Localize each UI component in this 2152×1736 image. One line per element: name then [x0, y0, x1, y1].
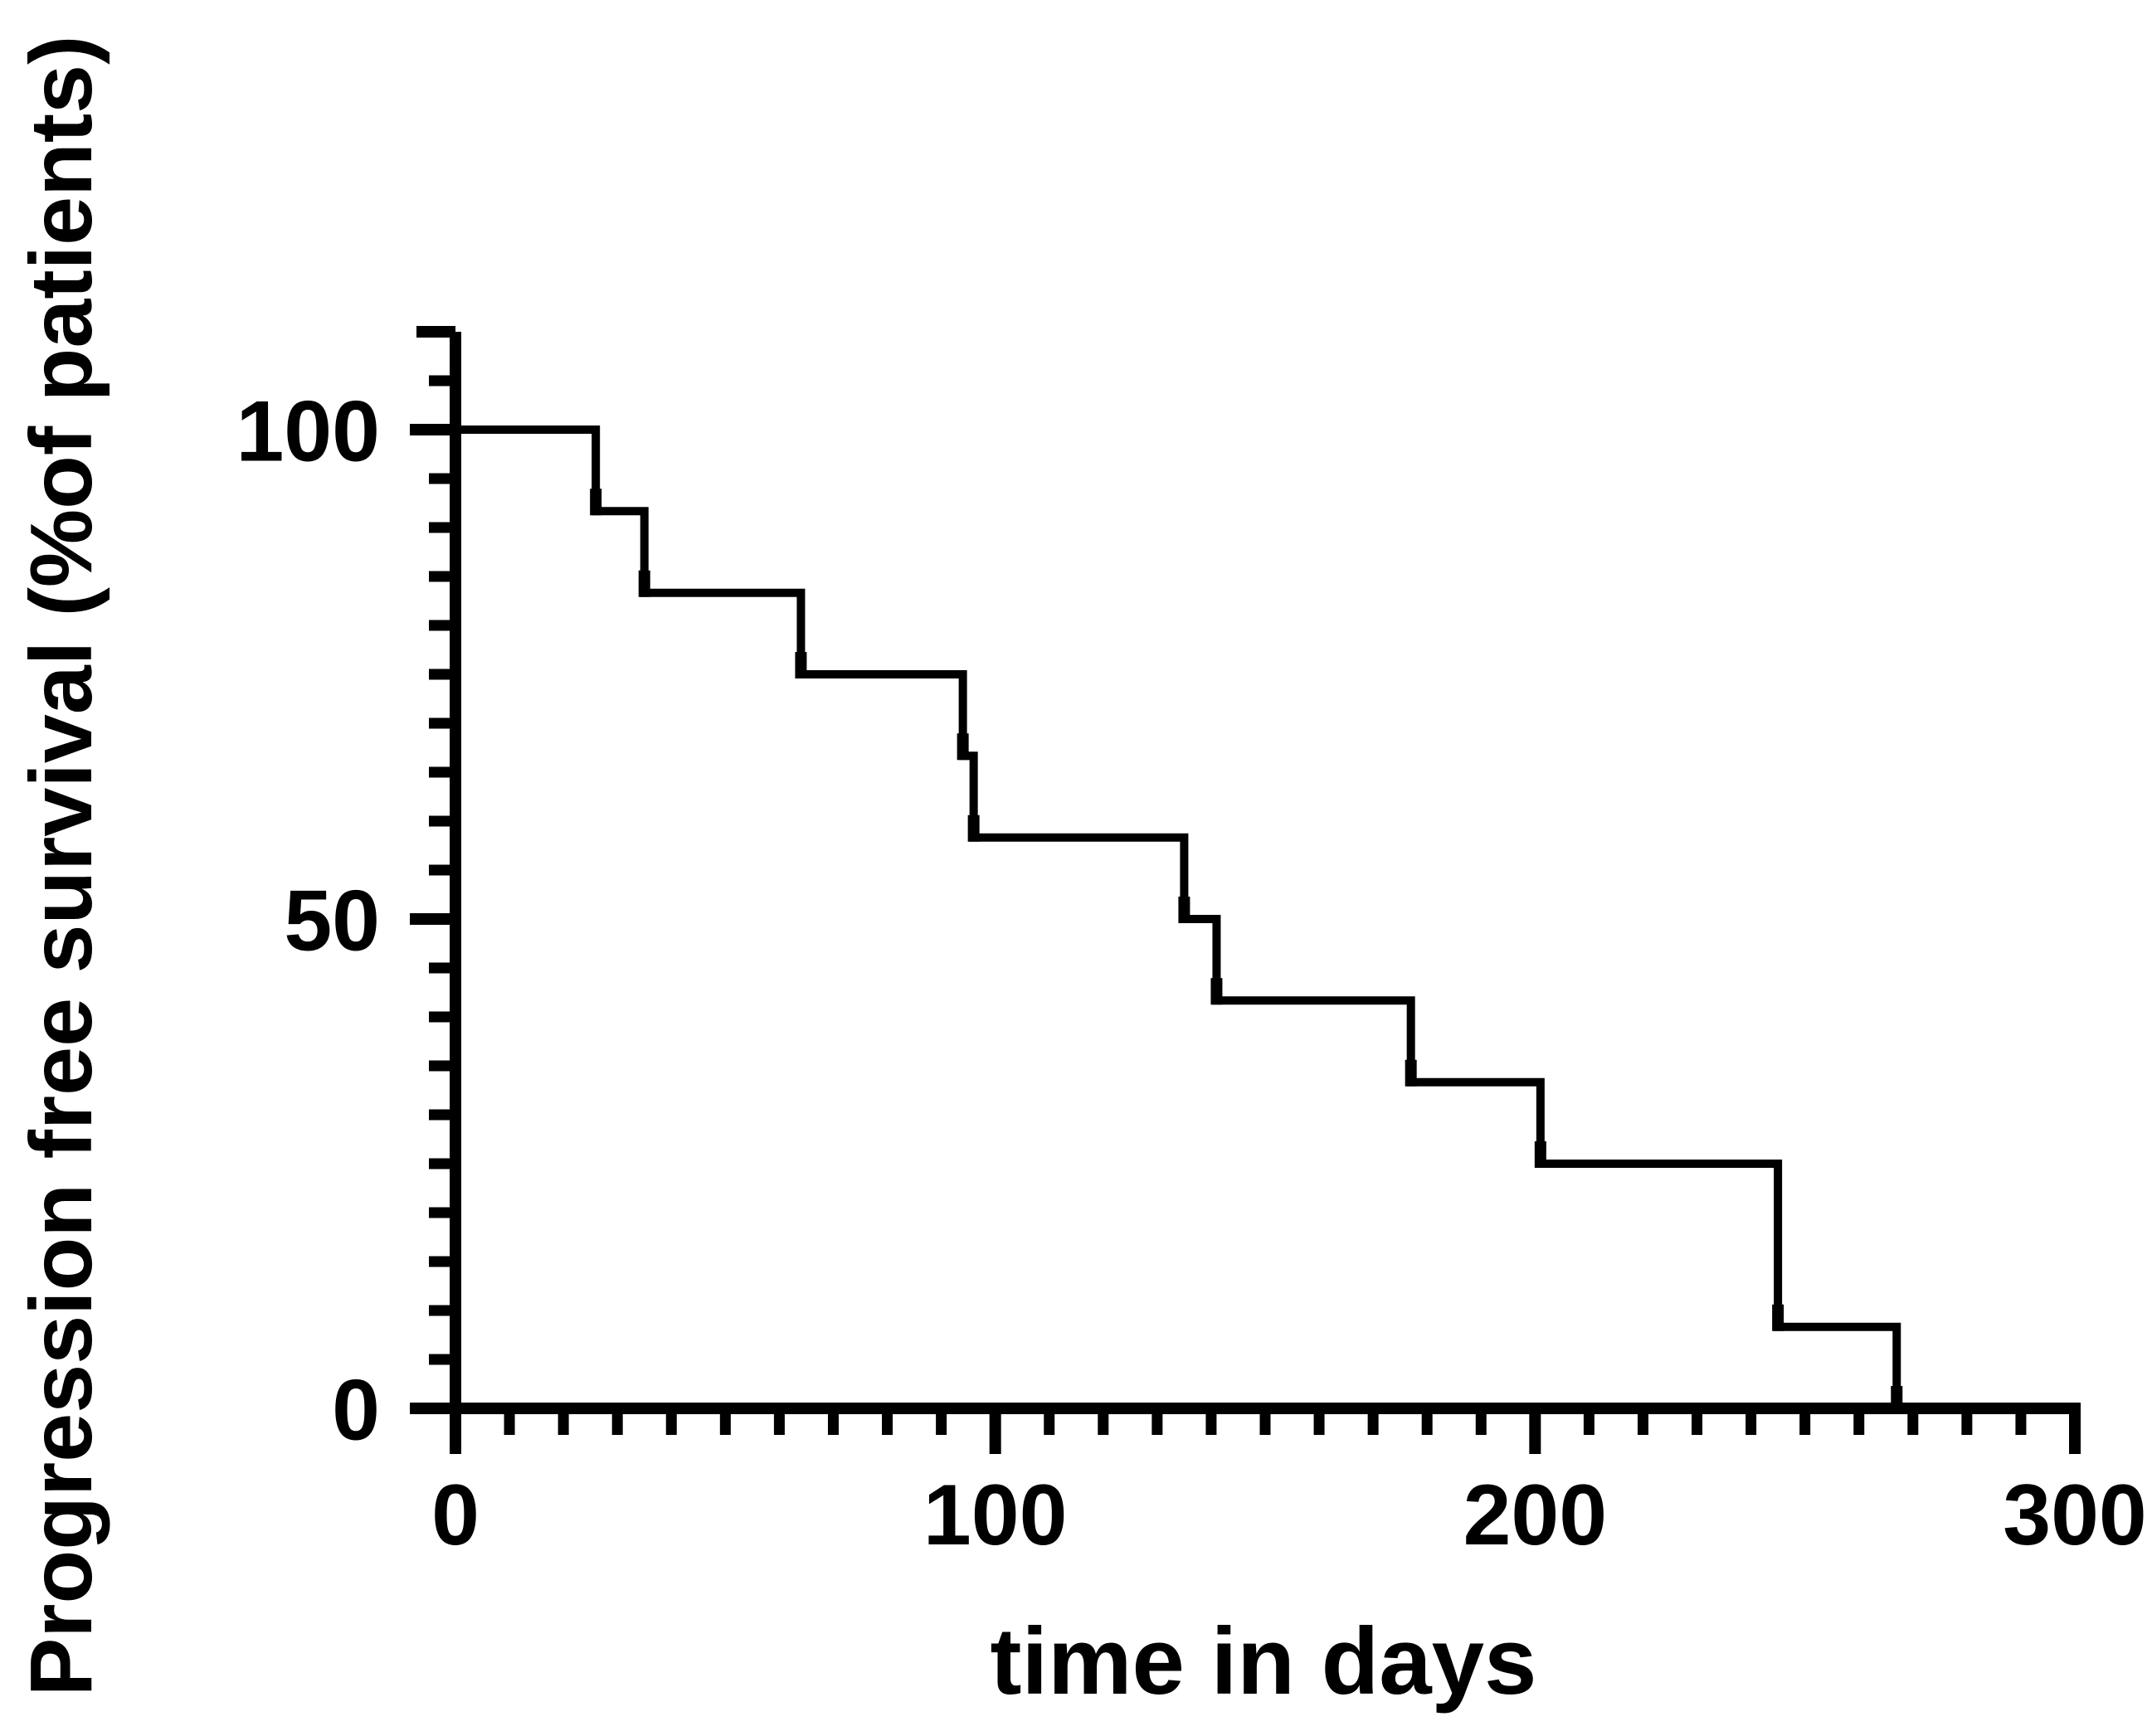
survival-step-curve	[455, 425, 1901, 1408]
x-axis-title: time in days	[991, 1609, 1537, 1714]
tick-label-layer: 0 100 200 300 0 50 100	[236, 383, 2146, 1563]
y-axis-title: Progression free survival (%of patients)	[12, 36, 110, 1697]
x-tick-label: 100	[923, 1467, 1068, 1563]
x-tick-label: 200	[1463, 1467, 1608, 1563]
y-tick-label: 0	[332, 1362, 380, 1458]
y-tick-label: 100	[236, 383, 380, 479]
x-tick-label: 300	[2003, 1467, 2147, 1563]
y-tick-label: 50	[284, 873, 380, 969]
axes-layer	[410, 326, 2081, 1454]
x-tick-label: 0	[431, 1467, 480, 1563]
curve-layer	[455, 425, 1903, 1413]
